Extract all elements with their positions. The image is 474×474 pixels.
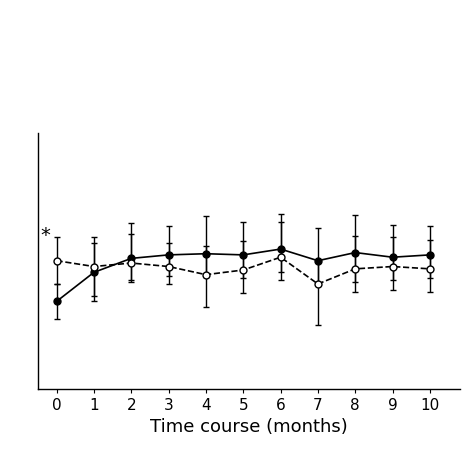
X-axis label: Time course (months): Time course (months) [150, 418, 348, 436]
Text: *: * [40, 226, 50, 245]
